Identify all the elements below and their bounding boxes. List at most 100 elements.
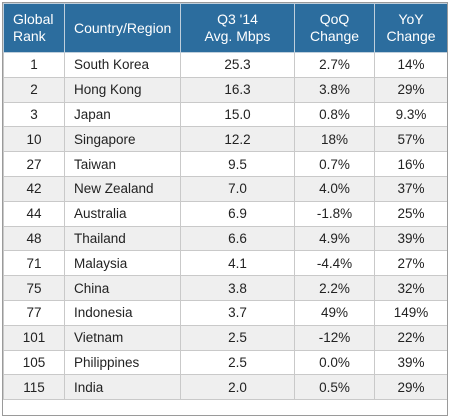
header-yoy-change: YoY Change	[374, 3, 448, 53]
table-row: 101 Vietnam 2.5 -12% 22%	[3, 324, 448, 351]
qoq-cell: -4.4%	[294, 250, 375, 277]
table-header: Global Rank Country/Region Q3 '14 Avg. M…	[3, 3, 448, 53]
qoq-cell: 18%	[294, 126, 375, 153]
rank-cell: 1	[3, 52, 65, 78]
table-row: 71 Malaysia 4.1 -4.4% 27%	[3, 250, 448, 277]
qoq-cell: 0.8%	[294, 101, 375, 128]
rank-cell: 75	[3, 275, 65, 301]
table-row: 1 South Korea 25.3 2.7% 14%	[3, 52, 448, 78]
yoy-cell: 22%	[374, 324, 448, 351]
table-row: 10 Singapore 12.2 18% 57%	[3, 126, 448, 153]
rank-cell: 48	[3, 225, 65, 252]
rank-cell: 105	[3, 349, 65, 376]
yoy-cell: 39%	[374, 349, 448, 376]
speed-cell: 25.3	[180, 52, 295, 78]
qoq-cell: -12%	[294, 324, 375, 351]
speed-cell: 2.5	[180, 349, 295, 376]
speed-cell: 12.2	[180, 126, 295, 153]
header-avg-mbps-line2: Avg. Mbps	[204, 28, 271, 44]
yoy-cell: 25%	[374, 200, 448, 227]
country-cell: Singapore	[64, 126, 181, 153]
rank-cell: 3	[3, 101, 65, 128]
rank-cell: 115	[3, 374, 65, 401]
speed-cell: 6.6	[180, 225, 295, 252]
yoy-cell: 29%	[374, 374, 448, 401]
speed-cell: 3.8	[180, 275, 295, 301]
country-cell: New Zealand	[64, 175, 181, 202]
country-cell: Taiwan	[64, 151, 181, 177]
speed-cell: 6.9	[180, 200, 295, 227]
qoq-cell: 4.0%	[294, 175, 375, 202]
header-avg-mbps: Q3 '14 Avg. Mbps	[180, 3, 295, 53]
speed-cell: 3.7	[180, 299, 295, 326]
yoy-cell: 9.3%	[374, 101, 448, 128]
table-row: 2 Hong Kong 16.3 3.8% 29%	[3, 76, 448, 103]
yoy-cell: 149%	[374, 299, 448, 326]
country-cell: Australia	[64, 200, 181, 227]
table-row: 3 Japan 15.0 0.8% 9.3%	[3, 101, 448, 128]
yoy-cell: 37%	[374, 175, 448, 202]
qoq-cell: -1.8%	[294, 200, 375, 227]
country-cell: Vietnam	[64, 324, 181, 351]
yoy-cell: 39%	[374, 225, 448, 252]
qoq-cell: 0.0%	[294, 349, 375, 376]
rank-cell: 10	[3, 126, 65, 153]
speed-cell: 16.3	[180, 76, 295, 103]
rank-cell: 44	[3, 200, 65, 227]
table-row: 105 Philippines 2.5 0.0% 39%	[3, 349, 448, 376]
table-row: 44 Australia 6.9 -1.8% 25%	[3, 200, 448, 227]
speed-cell: 7.0	[180, 175, 295, 202]
header-global-rank-line2: Rank	[13, 28, 46, 44]
rank-cell: 71	[3, 250, 65, 277]
country-cell: India	[64, 374, 181, 401]
country-cell: Hong Kong	[64, 76, 181, 103]
table-row: 48 Thailand 6.6 4.9% 39%	[3, 225, 448, 252]
rank-cell: 2	[3, 76, 65, 103]
speed-cell: 2.5	[180, 324, 295, 351]
qoq-cell: 0.7%	[294, 151, 375, 177]
qoq-cell: 2.7%	[294, 52, 375, 78]
yoy-cell: 32%	[374, 275, 448, 301]
rank-cell: 101	[3, 324, 65, 351]
qoq-cell: 4.9%	[294, 225, 375, 252]
rank-cell: 27	[3, 151, 65, 177]
speed-cell: 2.0	[180, 374, 295, 401]
country-cell: Japan	[64, 101, 181, 128]
header-global-rank: Global Rank	[3, 3, 65, 53]
header-yoy-change-line1: YoY	[398, 11, 424, 27]
data-table: Global Rank Country/Region Q3 '14 Avg. M…	[3, 3, 448, 401]
header-avg-mbps-line1: Q3 '14	[217, 11, 258, 27]
country-cell: Thailand	[64, 225, 181, 252]
country-cell: China	[64, 275, 181, 301]
qoq-cell: 49%	[294, 299, 375, 326]
country-cell: Malaysia	[64, 250, 181, 277]
rank-cell: 42	[3, 175, 65, 202]
speed-cell: 4.1	[180, 250, 295, 277]
speed-cell: 9.5	[180, 151, 295, 177]
header-country-region-line1: Country/Region	[74, 19, 172, 36]
table-row: 27 Taiwan 9.5 0.7% 16%	[3, 151, 448, 177]
header-qoq-change-line1: QoQ	[319, 11, 350, 27]
header-qoq-change: QoQ Change	[294, 3, 375, 53]
country-cell: South Korea	[64, 52, 181, 78]
yoy-cell: 14%	[374, 52, 448, 78]
qoq-cell: 2.2%	[294, 275, 375, 301]
qoq-cell: 0.5%	[294, 374, 375, 401]
table-row: 77 Indonesia 3.7 49% 149%	[3, 299, 448, 326]
table-row: 42 New Zealand 7.0 4.0% 37%	[3, 175, 448, 202]
header-row: Global Rank Country/Region Q3 '14 Avg. M…	[3, 3, 448, 53]
qoq-cell: 3.8%	[294, 76, 375, 103]
header-yoy-change-line2: Change	[386, 28, 436, 44]
header-qoq-change-line2: Change	[309, 28, 360, 44]
country-cell: Indonesia	[64, 299, 181, 326]
yoy-cell: 16%	[374, 151, 448, 177]
header-country-region: Country/Region	[64, 3, 181, 53]
country-cell: Philippines	[64, 349, 181, 376]
yoy-cell: 57%	[374, 126, 448, 153]
speed-cell: 15.0	[180, 101, 295, 128]
header-global-rank-line1: Global	[13, 11, 54, 27]
yoy-cell: 27%	[374, 250, 448, 277]
rank-cell: 77	[3, 299, 65, 326]
yoy-cell: 29%	[374, 76, 448, 103]
